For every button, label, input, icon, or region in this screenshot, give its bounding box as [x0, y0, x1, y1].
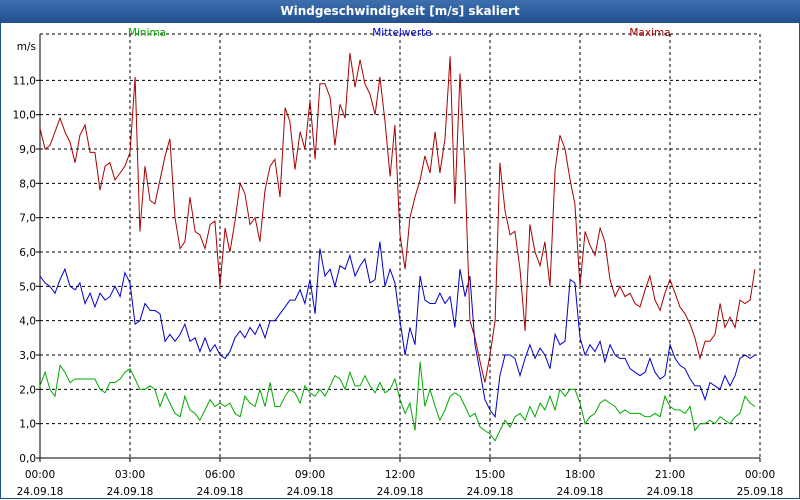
x-tick-date-label: 24.09.18 [377, 486, 424, 498]
x-tick-date-label: 24.09.18 [107, 486, 154, 498]
x-tick-time-label: 18:00 [565, 469, 595, 481]
series-layer [39, 52, 756, 442]
legend-item-mittelwerte: Mittelwerte [372, 27, 432, 39]
y-tick-label: 2,0 [19, 384, 36, 396]
y-tick-label: 9,0 [19, 144, 36, 156]
x-tick-date-label: 24.09.18 [557, 486, 604, 498]
y-tick-label: 7,0 [19, 213, 36, 225]
y-tick-label: 4,0 [19, 316, 36, 328]
legend-item-maxima: Maxima [629, 27, 670, 39]
x-tick-date-label: 25.09.18 [737, 486, 784, 498]
x-tick-time-label: 12:00 [385, 469, 415, 481]
y-tick-label: 6,0 [19, 247, 36, 259]
y-tick-label: 10,0 [13, 110, 36, 122]
x-tick-time-label: 00:00 [25, 469, 55, 481]
x-tick-date-label: 24.09.18 [197, 486, 244, 498]
y-tick-label: 11,0 [13, 75, 36, 87]
y-axis-label: m/s [17, 41, 36, 53]
y-tick-label: 1,0 [19, 419, 36, 431]
series-line-maxima [39, 52, 756, 383]
y-tick-label: 8,0 [19, 178, 36, 190]
legend-item-minima: Minima [128, 27, 166, 39]
x-tick-time-label: 00:00 [745, 469, 775, 481]
x-tick-date-label: 24.09.18 [287, 486, 334, 498]
x-tick-time-label: 03:00 [115, 469, 145, 481]
axes-layer: m/s 0,0 1,0 2,0 3,0 4,0 5,0 6,0 7,0 8,0 9,0 10,0 11… [13, 34, 784, 498]
x-tick-date-label: 24.09.18 [17, 486, 64, 498]
grid-layer [40, 33, 761, 458]
window-title: Windgeschwindigkeit [m/s] skaliert [0, 0, 800, 23]
y-tick-label: 0,0 [19, 453, 36, 465]
x-tick-time-label: 06:00 [205, 469, 235, 481]
series-line-mittelwerte [39, 241, 756, 419]
y-tick-label: 5,0 [19, 281, 36, 293]
x-tick-time-label: 21:00 [655, 469, 685, 481]
x-tick-time-label: 09:00 [295, 469, 325, 481]
series-line-minima [39, 361, 756, 442]
x-tick-date-label: 24.09.18 [647, 486, 694, 498]
legend: Minima Mittelwerte Maxima [128, 27, 671, 39]
y-tick-label: 3,0 [19, 350, 36, 362]
x-tick-time-label: 15:00 [475, 469, 505, 481]
x-tick-date-label: 24.09.18 [467, 486, 514, 498]
